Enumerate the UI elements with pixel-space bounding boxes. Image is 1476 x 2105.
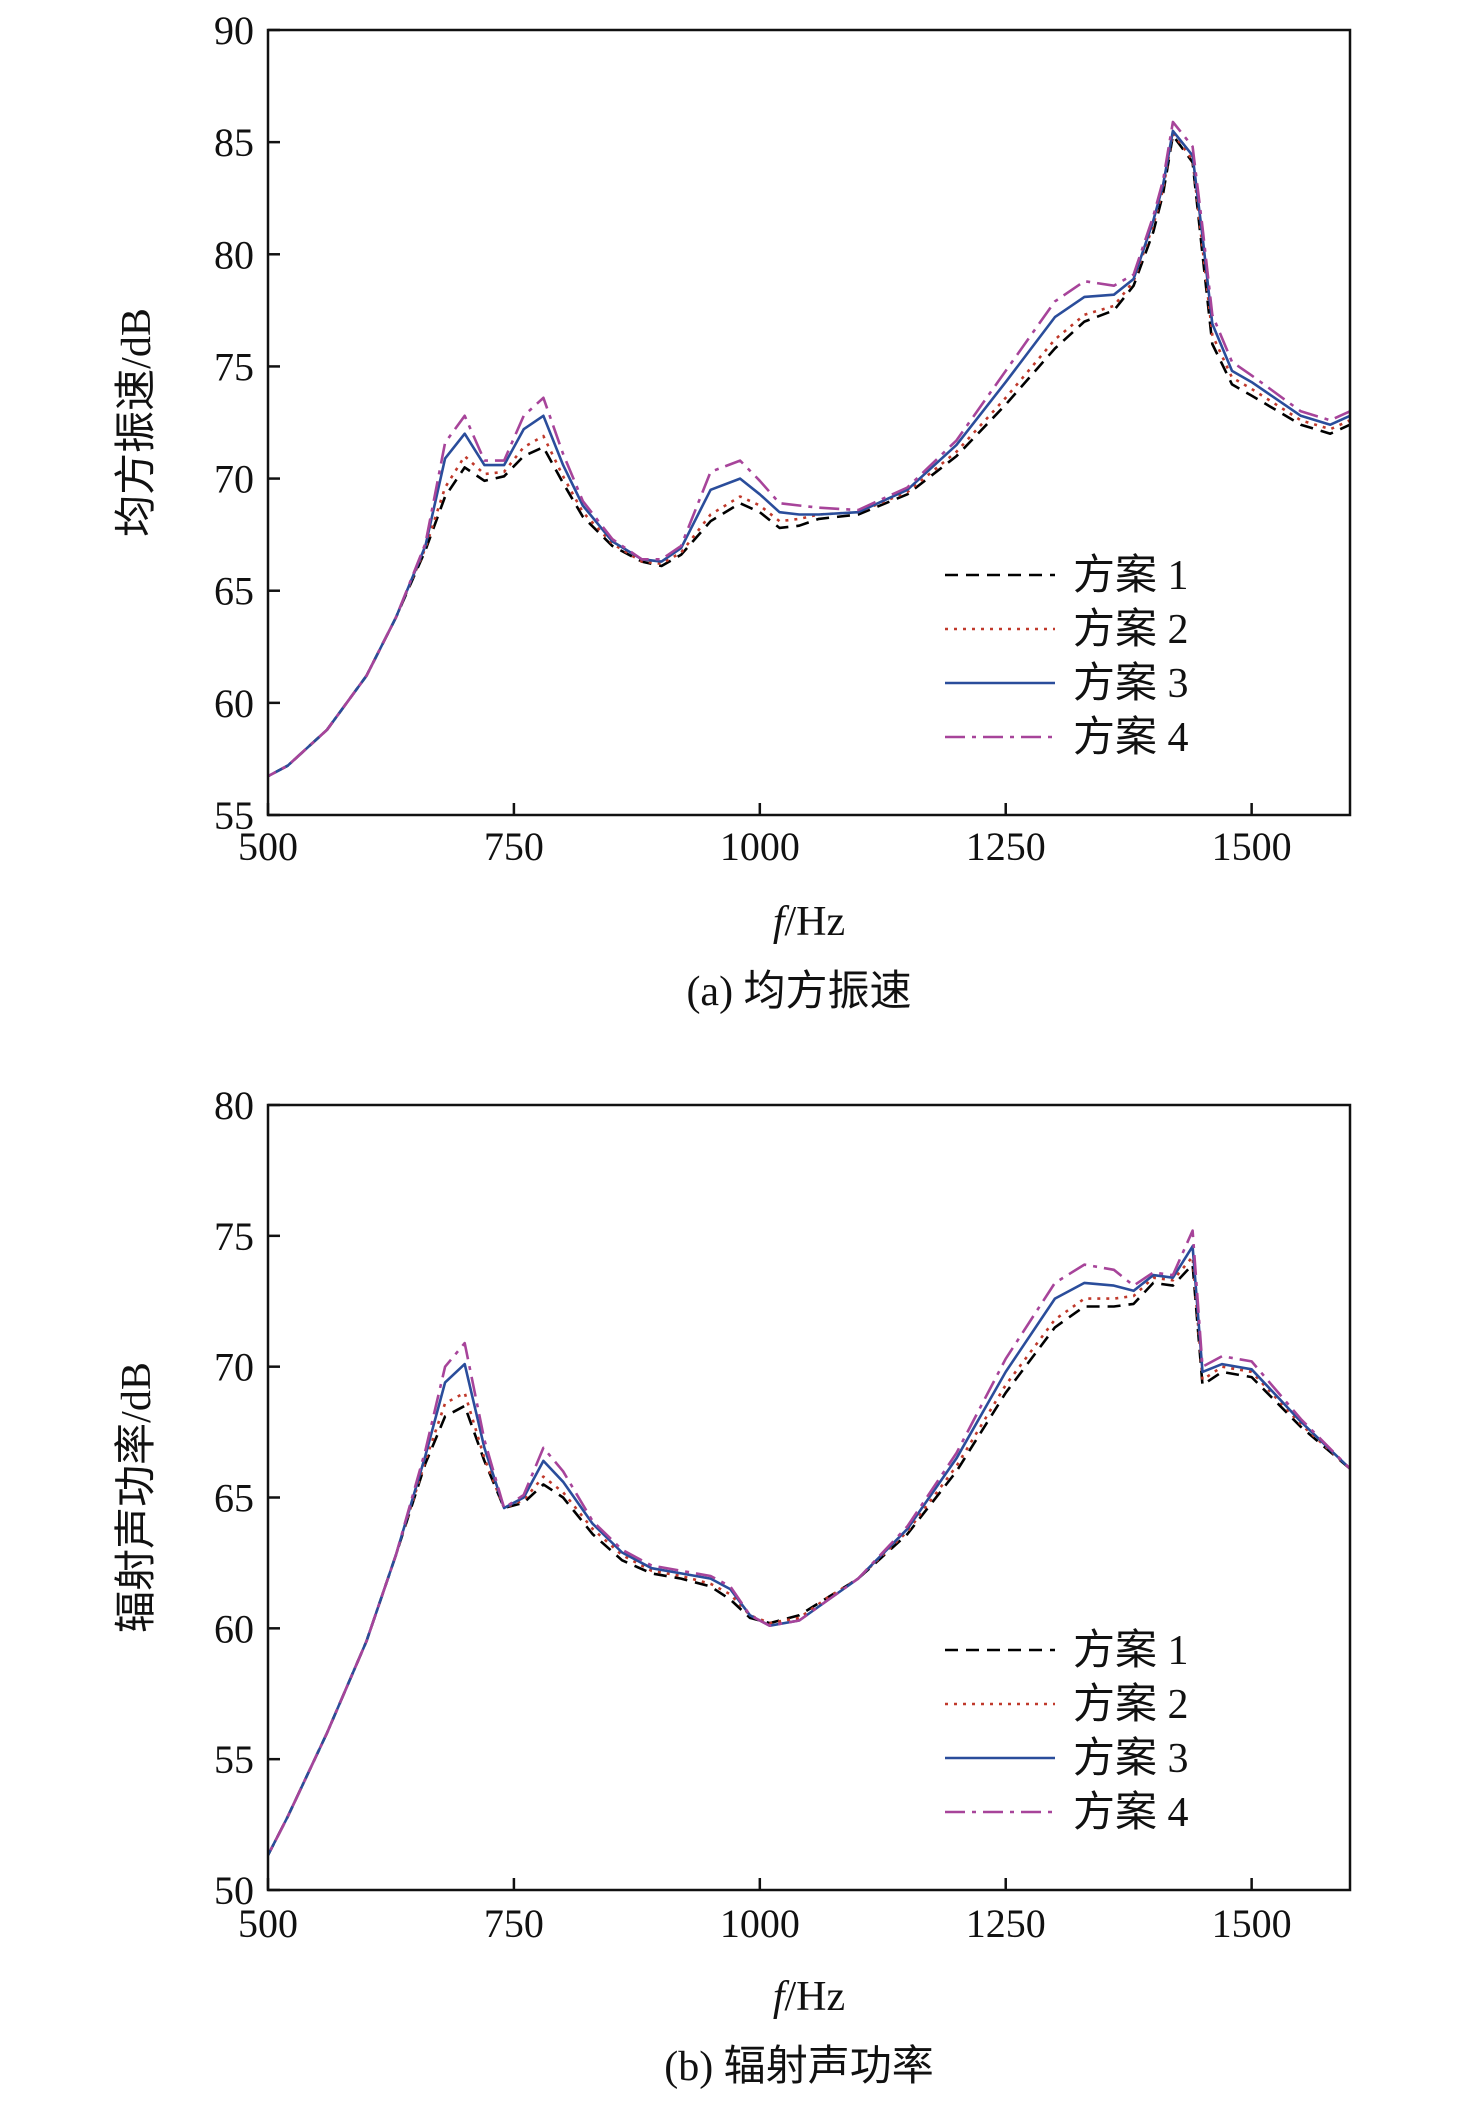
chart-b-series-line-1	[268, 1263, 1350, 1859]
chart-b-x-tick-label: 1000	[720, 1901, 800, 1946]
chart-a-y-tick-label: 55	[214, 793, 254, 838]
chart-a-y-tick-label: 75	[214, 344, 254, 389]
chart-a-y-axis-label: 均方振速/dB	[114, 308, 160, 537]
chart-a-x-tick-label: 1250	[966, 824, 1046, 869]
chart-a-y-tick-label: 60	[214, 681, 254, 726]
chart-a-y-tick-label: 80	[214, 232, 254, 277]
chart-a-x-axis-label-unit: /Hz	[785, 899, 846, 945]
chart-b-series-line-3	[268, 1245, 1350, 1859]
chart-a-legend-label-1: 方案 1	[1073, 552, 1189, 599]
chart-a-y-tick-label: 85	[214, 120, 254, 165]
chart-b-x-tick-label: 1500	[1212, 1901, 1292, 1946]
chart-b-x-tick-label: 500	[238, 1901, 298, 1946]
chart-a-caption: (a) 均方振速	[686, 969, 911, 1015]
chart-a-y-tick-label: 65	[214, 569, 254, 614]
chart-a-legend: 方案 1 方案 2 方案 3 方案 4	[945, 552, 1189, 761]
chart-b-legend-label-1: 方案 1	[1073, 1627, 1189, 1674]
chart-b-caption: (b) 辐射声功率	[664, 2043, 933, 2090]
chart-panel-b: 500 750 1000 1250 1500 50 55 60 65 70 75 80 f/Hz 辐射声功…	[113, 1083, 1352, 2090]
chart-a-x-axis-label: f/Hz	[773, 899, 845, 945]
chart-a-series-group	[268, 120, 1350, 778]
chart-a-legend-label-2: 方案 2	[1073, 606, 1189, 653]
chart-b-y-tick-label: 80	[214, 1083, 254, 1128]
chart-b-x-axis-label-unit: /Hz	[785, 1974, 846, 2020]
chart-a-x-tick-label: 500	[238, 824, 298, 869]
chart-b-legend-label-4: 方案 4	[1073, 1789, 1189, 1836]
chart-panel-a: 500 750 1000 1250 1500 55 60 65 70 75 80 85 90 f/Hz 均方…	[114, 8, 1352, 1015]
chart-b-y-axis-label: 辐射声功率/dB	[113, 1362, 160, 1633]
chart-b-y-tick-label: 55	[214, 1737, 254, 1782]
chart-b-series-group	[268, 1229, 1350, 1859]
chart-b-x-tick-label: 1250	[966, 1901, 1046, 1946]
chart-b-legend-label-3: 方案 3	[1073, 1735, 1189, 1782]
chart-b-y-tick-label: 50	[214, 1868, 254, 1913]
chart-b-y-tick-label: 65	[214, 1476, 254, 1521]
chart-b-y-tick-label: 70	[214, 1345, 254, 1390]
chart-a-y-tick-label: 90	[214, 8, 254, 53]
chart-b-x-tick-label: 750	[484, 1901, 544, 1946]
chart-b-legend: 方案 1 方案 2 方案 3 方案 4	[945, 1627, 1189, 1836]
chart-a-x-tick-label: 750	[484, 824, 544, 869]
chart-b-series-line-2	[268, 1255, 1350, 1859]
chart-b-y-tick-label: 60	[214, 1606, 254, 1651]
chart-a-series-line-4	[268, 120, 1350, 778]
chart-a-plot-frame	[266, 28, 1352, 817]
chart-a-y-tick-label: 70	[214, 457, 254, 502]
chart-a-legend-label-4: 方案 4	[1073, 714, 1189, 761]
chart-b-y-tick-label: 75	[214, 1214, 254, 1259]
chart-a-x-tick-label: 1000	[720, 824, 800, 869]
chart-b-x-axis-label: f/Hz	[773, 1974, 845, 2020]
chart-b-legend-label-2: 方案 2	[1073, 1681, 1189, 1728]
chart-a-legend-label-3: 方案 3	[1073, 660, 1189, 707]
chart-a-x-tick-label: 1500	[1212, 824, 1292, 869]
